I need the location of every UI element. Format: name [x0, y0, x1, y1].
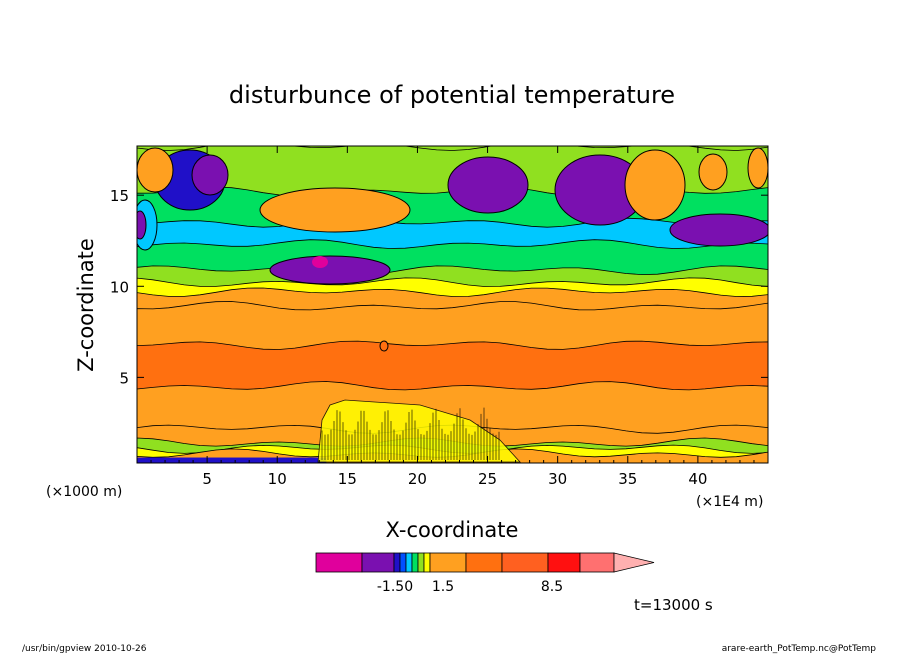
- x-tick-label: 25: [478, 470, 497, 488]
- y-axis-label: Z-coordinate: [74, 238, 98, 372]
- blob-orange-right-3: [747, 147, 768, 189]
- colorbar-segment: [547, 552, 581, 573]
- colorbar-segment: [417, 552, 425, 573]
- colorbar-segment: [429, 552, 467, 573]
- x-tick-label: 15: [338, 470, 357, 488]
- x-axis: 5 10 15 20 25 30 35 40: [150, 146, 755, 488]
- plot-frame: [136, 145, 769, 464]
- colorbar-segment: [393, 552, 401, 573]
- turbulence-patch: [317, 399, 521, 463]
- colorbar-tick-label: -1.50: [377, 579, 413, 595]
- y-tick-label: 10: [110, 278, 129, 296]
- colorbar-segment: [361, 552, 395, 573]
- blob-orange-right-1: [624, 149, 686, 221]
- colorbar: [315, 552, 655, 573]
- colorbar-arrow: [613, 552, 655, 573]
- x-unit-label: (×1000 m): [46, 484, 122, 500]
- blob-orange-right-2: [698, 153, 728, 191]
- plot-area: [137, 146, 768, 463]
- y-tick-label: 15: [110, 187, 129, 205]
- colorbar-segment: [465, 552, 503, 573]
- x-tick-label: 5: [202, 470, 212, 488]
- chart-title: disturbunce of potential temperature: [229, 81, 675, 109]
- colorbar-segment: [579, 552, 615, 573]
- x-scale-label: (×1E4 m): [696, 494, 763, 510]
- x-tick-label: 20: [408, 470, 427, 488]
- blob-purple-mid: [447, 156, 529, 214]
- colorbar-segment: [405, 552, 413, 573]
- blob-orange-top: [259, 187, 411, 233]
- ground-strip: [137, 457, 327, 463]
- colorbar-ticks: -1.50 1.5 8.5: [377, 579, 563, 595]
- blob-purple-edge: [137, 210, 147, 240]
- colorbar-segment: [315, 552, 363, 573]
- x-tick-label: 35: [618, 470, 637, 488]
- blob-purple-far-right: [669, 213, 768, 247]
- colorbar-segment: [501, 552, 549, 573]
- colorbar-tick-label: 8.5: [541, 579, 563, 595]
- x-tick-label: 10: [268, 470, 287, 488]
- x-tick-label: 40: [688, 470, 707, 488]
- time-label: t=13000 s: [634, 596, 713, 614]
- footer-right: arare-earth_PotTemp.nc@PotTemp: [722, 644, 877, 654]
- y-axis: 5 10 15: [110, 187, 768, 387]
- blob-purple-lower: [269, 255, 391, 285]
- y-tick-label: 5: [119, 369, 129, 387]
- blob-magenta: [312, 256, 328, 268]
- footer-left: /usr/bin/gpview 2010-10-26: [22, 644, 147, 654]
- x-tick-label: 30: [548, 470, 567, 488]
- colorbar-segment: [411, 552, 419, 573]
- turbulence-lines: [321, 407, 500, 460]
- blob-orange-left: [137, 147, 174, 193]
- colorbar-segment: [399, 552, 407, 573]
- colorbar-segment: [423, 552, 431, 573]
- blob-small-orange: [379, 340, 389, 352]
- colorbar-tick-label: 1.5: [432, 579, 454, 595]
- contour-bands: [137, 146, 768, 463]
- x-axis-label: X-coordinate: [386, 518, 519, 542]
- blob-purple-left: [191, 154, 229, 196]
